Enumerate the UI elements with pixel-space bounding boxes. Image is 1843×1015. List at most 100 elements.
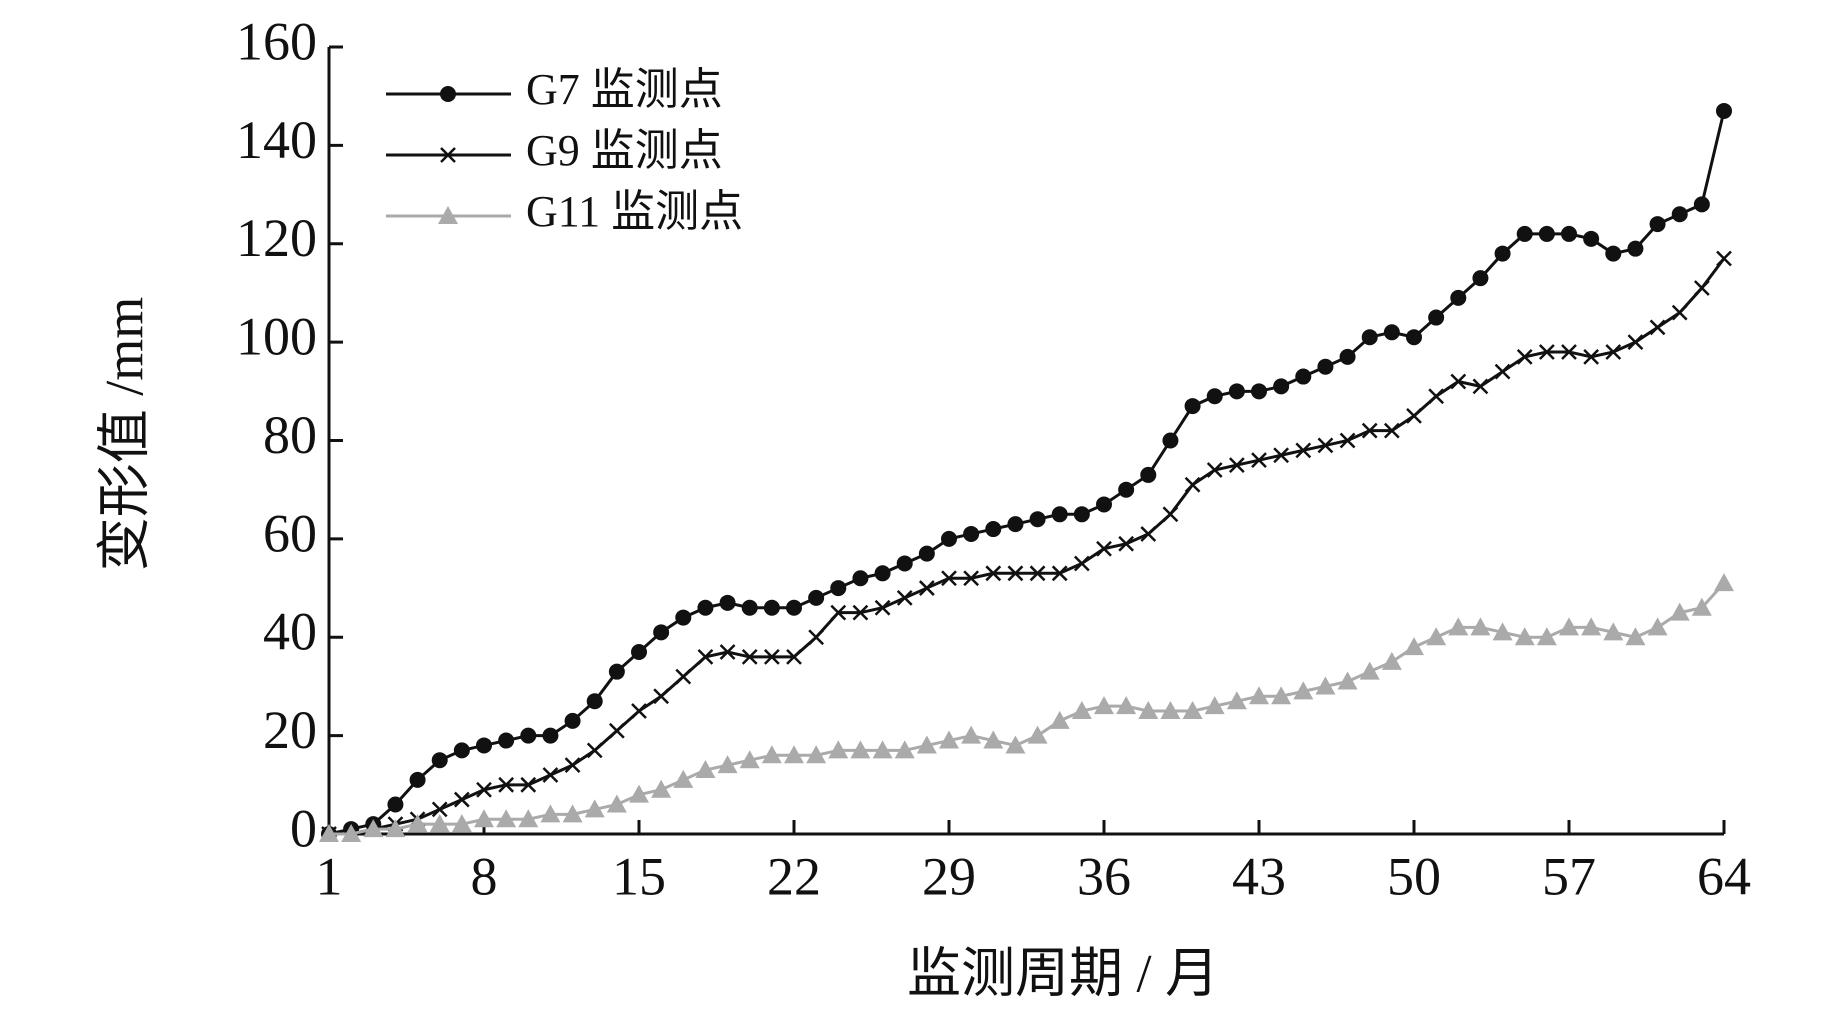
y-tick-label: 140 xyxy=(236,110,317,170)
data-point xyxy=(1647,617,1668,636)
data-point xyxy=(1204,696,1225,715)
data-point xyxy=(830,580,847,597)
data-point xyxy=(675,668,692,685)
data-point xyxy=(1716,250,1732,267)
data-point xyxy=(697,599,714,616)
data-point xyxy=(1184,476,1201,493)
data-point xyxy=(1007,516,1024,533)
data-point xyxy=(319,824,339,842)
data-point xyxy=(520,727,537,744)
data-point xyxy=(1140,466,1157,483)
legend-marker xyxy=(440,147,456,163)
data-point xyxy=(1381,651,1402,670)
legend-marker xyxy=(438,206,458,224)
data-point xyxy=(1160,701,1181,720)
data-point xyxy=(1096,496,1112,513)
data-point xyxy=(653,688,670,705)
legend-label: G7 监测点 xyxy=(526,65,723,114)
data-point xyxy=(941,530,957,547)
data-point xyxy=(1361,422,1378,439)
y-tick-label: 80 xyxy=(263,405,317,465)
data-point xyxy=(387,796,404,813)
data-point xyxy=(741,649,758,665)
data-point xyxy=(451,814,472,833)
data-point xyxy=(1428,309,1445,326)
data-point xyxy=(1627,240,1644,257)
data-point xyxy=(1583,348,1600,365)
y-axis-label: 变形值 /mm xyxy=(94,297,154,572)
x-tick-label: 64 xyxy=(1697,846,1751,906)
data-point xyxy=(1073,506,1090,523)
data-point xyxy=(985,565,1002,582)
data-point xyxy=(1472,270,1489,287)
data-point xyxy=(1383,422,1400,439)
data-point xyxy=(1536,627,1557,646)
data-point xyxy=(608,663,625,680)
data-point xyxy=(673,769,694,788)
data-point xyxy=(894,740,915,759)
data-point xyxy=(1027,725,1048,744)
data-point xyxy=(1317,358,1334,375)
data-point xyxy=(1561,225,1577,242)
data-point xyxy=(1049,710,1070,729)
data-point xyxy=(983,730,1004,749)
data-point xyxy=(784,745,804,764)
data-point xyxy=(453,742,470,759)
data-point xyxy=(431,801,448,818)
data-point xyxy=(1516,348,1533,365)
data-point xyxy=(1273,378,1290,395)
x-tick-label: 22 xyxy=(767,846,821,906)
data-point xyxy=(1206,388,1223,405)
x-tick-label: 43 xyxy=(1232,846,1286,906)
data-point xyxy=(675,609,692,626)
data-point xyxy=(476,781,492,798)
data-point xyxy=(498,732,515,749)
data-point xyxy=(808,629,825,646)
data-point xyxy=(629,784,649,803)
data-point xyxy=(1426,627,1447,646)
data-point xyxy=(1295,442,1312,459)
data-point xyxy=(1051,565,1068,582)
data-point xyxy=(562,804,583,823)
data-point xyxy=(1273,447,1290,464)
data-point xyxy=(1538,225,1555,242)
data-point xyxy=(586,742,603,759)
data-point xyxy=(1383,324,1400,341)
data-point xyxy=(341,824,362,842)
data-point xyxy=(1428,388,1445,405)
data-point xyxy=(385,819,406,838)
x-tick-label: 50 xyxy=(1387,846,1441,906)
series-line xyxy=(329,582,1726,836)
data-point xyxy=(498,776,515,793)
x-tick-label: 29 xyxy=(922,846,976,906)
x-tick-label: 8 xyxy=(471,846,498,906)
data-point xyxy=(739,750,760,769)
data-point xyxy=(719,594,736,611)
data-point xyxy=(719,644,736,660)
data-point xyxy=(697,649,714,665)
data-point xyxy=(564,712,581,729)
data-point xyxy=(631,644,647,661)
data-point xyxy=(1714,573,1734,592)
data-point xyxy=(939,730,959,749)
data-point xyxy=(741,599,758,616)
data-point xyxy=(1249,686,1269,705)
x-tick-label: 1 xyxy=(316,846,343,906)
y-tick-label: 100 xyxy=(236,307,317,367)
data-point xyxy=(1138,701,1159,720)
data-point xyxy=(542,727,559,744)
data-point xyxy=(1693,280,1710,296)
data-point xyxy=(496,809,517,828)
data-point xyxy=(786,649,802,665)
x-tick-label: 36 xyxy=(1077,846,1131,906)
data-point xyxy=(1251,383,1267,400)
data-point xyxy=(918,545,935,562)
data-point xyxy=(963,570,980,587)
data-point xyxy=(786,599,802,616)
data-point xyxy=(1691,597,1712,616)
data-point xyxy=(806,745,827,764)
legend-label: G11 监测点 xyxy=(526,187,743,236)
data-point xyxy=(1492,622,1513,641)
data-point xyxy=(1450,289,1467,306)
